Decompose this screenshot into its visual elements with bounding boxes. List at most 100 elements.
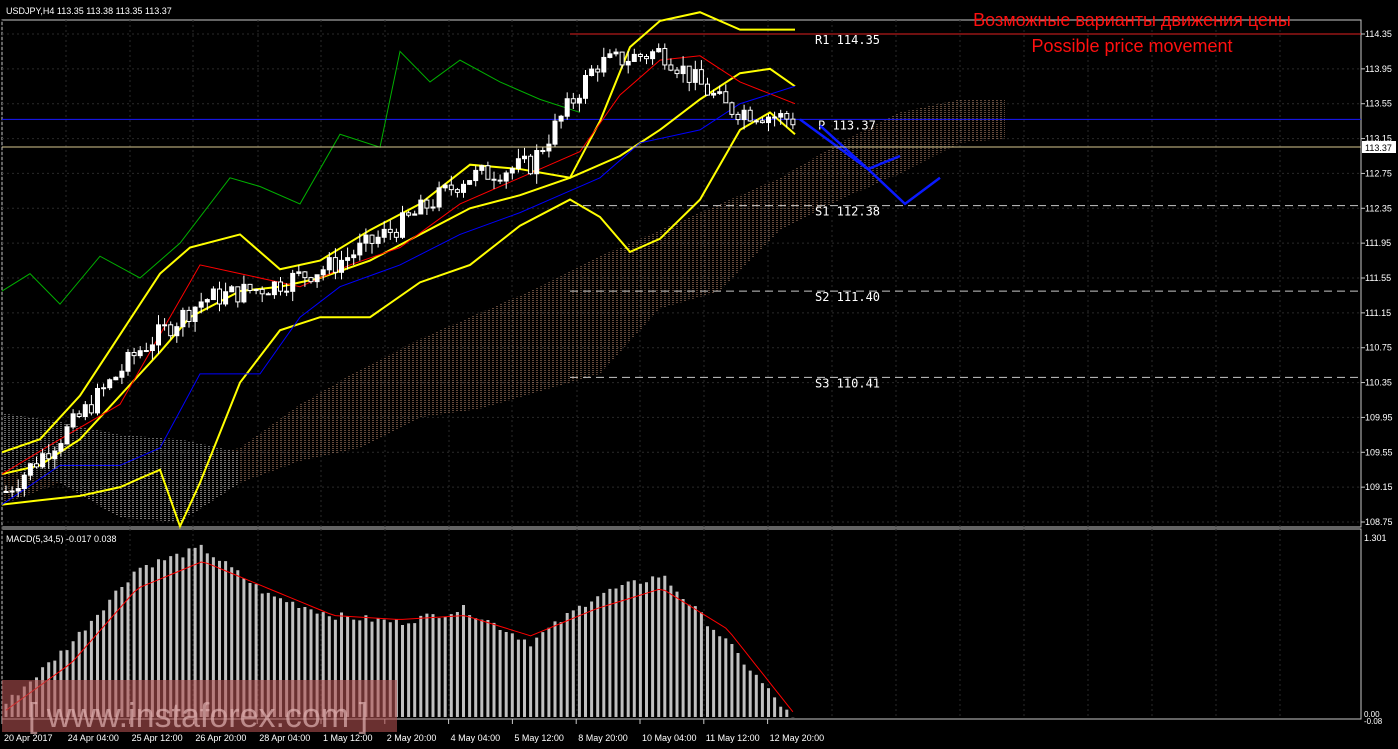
candle-body — [107, 379, 113, 389]
candle-body — [705, 83, 710, 96]
candle-body — [271, 281, 277, 296]
candle-body — [436, 187, 442, 208]
candle-body — [406, 212, 412, 216]
candle-body — [253, 288, 259, 291]
candle-body — [101, 387, 107, 390]
candle-body — [711, 92, 717, 96]
price-tick-label: 112.75 — [1365, 168, 1392, 178]
candle-body — [625, 60, 631, 66]
candle-body — [674, 69, 680, 75]
candle-body — [668, 64, 674, 71]
candle-body — [95, 387, 100, 414]
price-tick-label: 113.55 — [1365, 99, 1392, 109]
candle-body — [369, 234, 375, 244]
candle-body — [631, 53, 637, 62]
candle-body — [143, 350, 149, 353]
candle-body — [698, 69, 704, 85]
time-tick-label: 28 Apr 04:00 — [259, 733, 310, 743]
candle-body — [570, 98, 576, 104]
time-tick-label: 1 May 12:00 — [323, 733, 373, 743]
candle-body — [637, 53, 643, 57]
cloud-area — [2, 99, 1005, 522]
macd-label: MACD(5,34,5) -0.017 0.038 — [6, 534, 117, 544]
candle-body — [131, 351, 137, 357]
candle-body — [290, 272, 296, 292]
time-tick-label: 10 May 04:00 — [642, 733, 697, 743]
macd-axis-top: 1.301 — [1364, 533, 1387, 543]
candle-body — [753, 120, 759, 123]
candle-body — [509, 168, 515, 174]
candle-body — [759, 120, 765, 124]
candle-body — [302, 271, 308, 279]
bollinger-middle — [1, 67, 796, 476]
candle-body — [156, 324, 161, 346]
candle-body — [491, 178, 497, 181]
candle-body — [235, 286, 241, 303]
time-tick-label: 26 Apr 20:00 — [195, 733, 246, 743]
candle-body — [198, 301, 204, 308]
candle-body — [15, 488, 21, 492]
candle-body — [741, 109, 747, 121]
level-label: S3 110.41 — [815, 376, 880, 390]
tenkan-line — [1, 55, 796, 475]
bollinger-lower — [1, 111, 796, 530]
pivot-levels: R1 114.35 P 113.37 S1 112.38 S2 111.40 S3 11… — [2, 33, 1361, 390]
candle-body — [729, 102, 735, 115]
candle-body — [442, 184, 448, 189]
price-tick-label: 114.35 — [1365, 29, 1392, 39]
candle-body — [393, 231, 399, 238]
ichimoku-cloud — [2, 99, 1005, 522]
candle-body — [162, 324, 168, 327]
candle-body — [241, 283, 247, 303]
price-tick-label: 109.55 — [1365, 447, 1393, 457]
macd-axis-zero: 0.00 — [1364, 710, 1380, 719]
price-axis: 114.35 113.95 113.55 113.15 112.75 112.35 111.… — [1361, 29, 1393, 527]
candle-body — [76, 413, 82, 418]
bollinger-upper — [1, 11, 795, 454]
candle-body — [778, 113, 784, 118]
candle-body — [772, 116, 778, 119]
candle-body — [314, 274, 320, 283]
candle-body — [223, 291, 229, 305]
candle-body — [387, 228, 393, 233]
candle-body — [357, 242, 363, 256]
candle-body — [174, 326, 180, 337]
current-price-box — [1362, 141, 1396, 153]
time-tick-label: 20 Apr 2017 — [4, 733, 53, 743]
candle-body — [686, 65, 692, 83]
candle-body — [27, 463, 33, 476]
candle-body — [583, 75, 588, 99]
candle-body — [192, 306, 198, 322]
price-tick-label: 110.35 — [1365, 378, 1392, 388]
candle-body — [339, 259, 344, 273]
time-tick-label: 24 Apr 04:00 — [68, 733, 119, 743]
cloud-area-bullish — [2, 413, 240, 522]
candle-body — [644, 55, 649, 60]
price-tick-label: 111.95 — [1365, 238, 1391, 248]
candle-body — [113, 376, 119, 381]
candle-body — [58, 443, 64, 452]
time-tick-label: 2 May 20:00 — [387, 733, 437, 743]
indicator-lines — [1, 11, 796, 530]
candle-body — [607, 53, 613, 58]
candle-body — [766, 116, 771, 124]
candle-body — [186, 309, 192, 322]
time-tick-label: 11 May 12:00 — [706, 733, 760, 743]
candle-body — [82, 404, 88, 418]
candlesticks — [3, 43, 796, 498]
annotation-ru: Возможные варианты движения цены — [973, 10, 1291, 30]
candle-body — [363, 234, 369, 244]
candle-body — [613, 51, 619, 55]
price-tick-label: 109.95 — [1365, 412, 1393, 422]
candle-body — [515, 158, 521, 170]
candle-body — [656, 48, 662, 53]
candle-body — [467, 180, 473, 185]
macd-signal-line — [5, 561, 794, 713]
candle-body — [503, 172, 509, 182]
candle-body — [522, 155, 527, 160]
candle-body — [229, 286, 235, 293]
candle-body — [595, 68, 601, 73]
price-tick-label: 111.15 — [1365, 308, 1391, 318]
price-tick-label: 110.75 — [1365, 343, 1392, 353]
